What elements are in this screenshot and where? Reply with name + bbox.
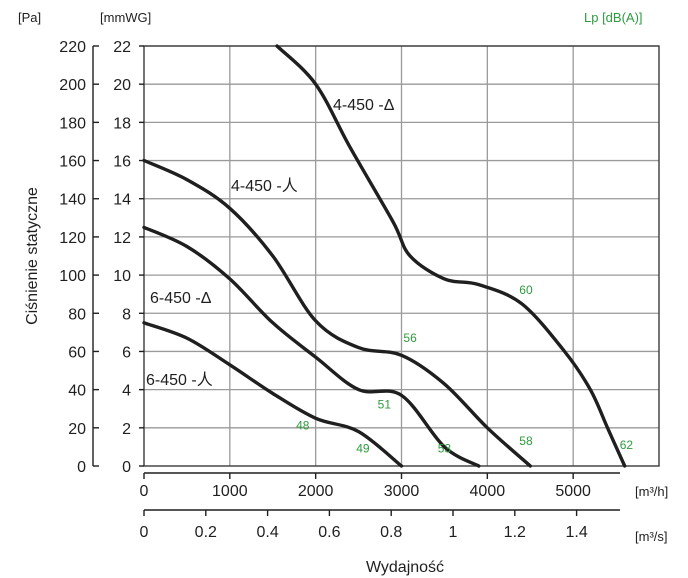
y-axis-pa: 0 20 40 60 80 100 120 140 160 180 200 220 <box>59 39 99 476</box>
mmwg-tick-label: 20 <box>113 77 131 94</box>
m3s-tick-label: 1.2 <box>504 524 526 541</box>
curve-label-6-450-star: 6-450 -人 <box>146 371 213 389</box>
x-axis-m3h: 0 1000 2000 3000 4000 5000 <box>140 472 620 500</box>
sound-level-label: 51 <box>378 398 392 412</box>
m3h-tick-label: 4000 <box>470 483 506 500</box>
x-axis-m3s: 0 0.2 0.4 0.6 0.8 1 1.2 1.4 <box>140 509 620 541</box>
pa-tick-label: 160 <box>59 154 86 171</box>
m3s-tick-label: 1 <box>449 524 458 541</box>
m3s-tick-label: 0.2 <box>195 524 217 541</box>
y-axis-title: Ciśnienie statyczne <box>24 187 41 325</box>
curve-label-4-450-star: 4-450 -人 <box>231 177 298 195</box>
sound-level-label: 56 <box>403 331 417 345</box>
unit-m3h-label: [m³/h] <box>635 484 668 499</box>
pa-tick-label: 140 <box>59 192 86 209</box>
pa-tick-label: 0 <box>77 459 86 476</box>
m3h-tick-label: 1000 <box>212 483 248 500</box>
pa-tick-label: 200 <box>59 77 86 94</box>
m3s-tick-label: 0.8 <box>380 524 402 541</box>
sound-level-label: 58 <box>519 434 533 448</box>
mmwg-tick-label: 18 <box>113 115 131 132</box>
m3s-tick-label: 0.6 <box>318 524 340 541</box>
curve-4-450-star <box>142 158 532 468</box>
sound-level-label: 62 <box>620 438 634 452</box>
mmwg-tick-label: 6 <box>122 344 131 361</box>
unit-pa-label: [Pa] <box>18 10 41 25</box>
pa-tick-label: 80 <box>68 306 86 323</box>
pa-tick-label: 40 <box>68 383 86 400</box>
m3s-tick-label: 1.4 <box>565 524 587 541</box>
mmwg-tick-label: 12 <box>113 230 131 247</box>
m3s-tick-label: 0 <box>140 524 149 541</box>
curve-6-450-delta <box>142 225 481 468</box>
curve-6-450-star <box>142 321 404 468</box>
sound-level-label: 49 <box>356 442 370 456</box>
curve-label-4-450-delta: 4-450 -Δ <box>333 97 395 114</box>
unit-m3s-label: [m³/s] <box>635 529 668 544</box>
mmwg-tick-label: 8 <box>122 306 131 323</box>
m3h-tick-label: 2000 <box>298 483 334 500</box>
x-axis-title: Wydajność <box>366 559 444 576</box>
grid-lines <box>144 45 659 466</box>
unit-mmwg-label: [mmWG] <box>100 10 151 25</box>
sound-level-label: 48 <box>296 419 310 433</box>
pa-tick-label: 60 <box>68 344 86 361</box>
mmwg-tick-label: 2 <box>122 421 131 438</box>
curve-4-450-delta <box>275 44 627 468</box>
pa-tick-label: 120 <box>59 230 86 247</box>
mmwg-tick-label: 14 <box>113 192 131 209</box>
sound-level-label: 53 <box>438 442 452 456</box>
pa-tick-label: 20 <box>68 421 86 438</box>
m3h-tick-label: 5000 <box>555 483 591 500</box>
mmwg-tick-label: 16 <box>113 154 131 171</box>
unit-lp-label: Lp [dB(A)] <box>584 10 643 25</box>
pa-tick-label: 100 <box>59 268 86 285</box>
sound-level-label: 60 <box>519 283 533 297</box>
m3s-tick-label: 0.4 <box>256 524 278 541</box>
y-axis-mmwg: 0 2 4 6 8 10 12 14 16 18 20 22 <box>113 39 144 476</box>
pa-tick-label: 220 <box>59 39 86 56</box>
mmwg-tick-label: 22 <box>113 39 131 56</box>
mmwg-tick-label: 0 <box>122 459 131 476</box>
m3h-tick-label: 3000 <box>384 483 420 500</box>
curves <box>142 44 627 468</box>
mmwg-tick-label: 10 <box>113 268 131 285</box>
mmwg-tick-label: 4 <box>122 383 131 400</box>
curve-label-6-450-delta: 6-450 -Δ <box>150 290 212 307</box>
m3h-tick-label: 0 <box>140 483 149 500</box>
pa-tick-label: 180 <box>59 115 86 132</box>
sound-levels: 60 62 56 58 51 53 48 49 <box>296 283 633 455</box>
